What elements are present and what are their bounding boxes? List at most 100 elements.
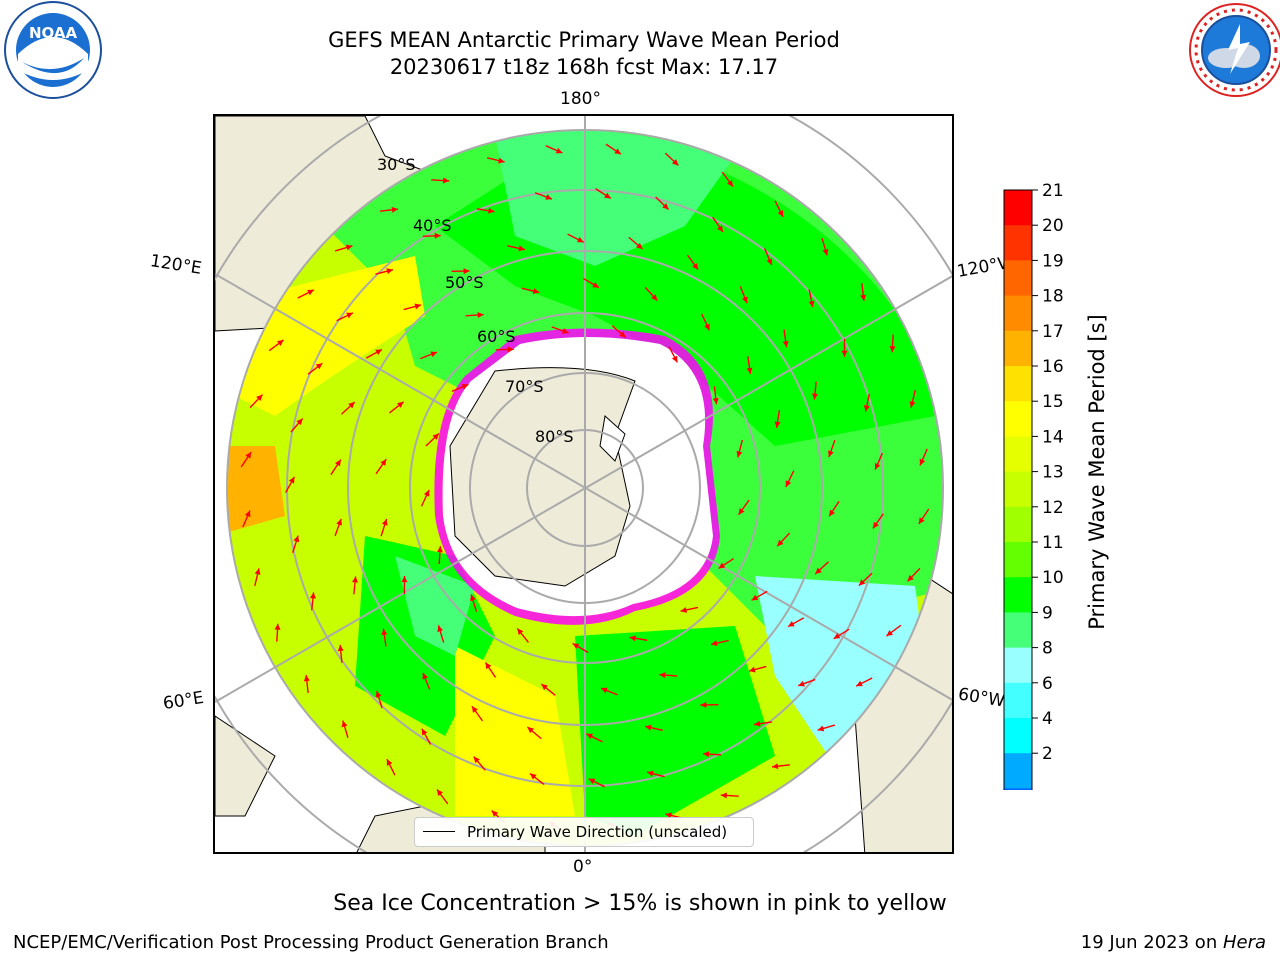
wave-arrow-head: [244, 510, 251, 518]
wave-arrow-head: [517, 628, 524, 635]
colorbar-cell: [1004, 788, 1032, 790]
wave-arrow-head: [833, 633, 841, 639]
wave-arrow-head: [276, 339, 284, 346]
colorbar-cell: [1004, 471, 1032, 508]
wave-arrow-head: [748, 666, 756, 673]
wave-arrow-head: [841, 350, 848, 357]
colorbar-cell: [1004, 295, 1032, 332]
wave-arrow-head: [777, 539, 784, 547]
wave-arrow-head: [576, 236, 584, 243]
wave-arrow-head: [700, 701, 707, 708]
lon-label-180: 180°: [560, 89, 601, 109]
wave-arrow-head: [375, 349, 382, 355]
map-legend: Primary Wave Direction (unscaled): [414, 817, 754, 847]
wave-arrow-head: [436, 789, 443, 797]
wave-arrow-head: [766, 258, 773, 266]
footer-credit: NCEP/EMC/Verification Post Processing Pr…: [13, 932, 609, 953]
wave-arrow-head: [432, 433, 439, 440]
wave-arrow-head: [774, 421, 781, 428]
colorbar-cell: [1004, 718, 1032, 754]
wave-arrow-head: [680, 607, 687, 613]
wave-arrow-head: [386, 268, 393, 275]
colorbar-outline: [1003, 189, 1033, 790]
wave-arrow-head: [375, 690, 382, 698]
colorbar-cell: [1004, 366, 1032, 402]
wave-arrow-head: [858, 579, 866, 586]
wave-arrow-head: [293, 535, 300, 543]
colorbar-tick-label: 4: [1042, 709, 1053, 729]
wave-arrow-head: [485, 662, 492, 670]
wave-arrow-head: [309, 592, 316, 599]
colorbar-tick-label: 13: [1042, 463, 1064, 483]
colorbar-cells: [1003, 189, 1033, 790]
legend-line-icon: [423, 831, 455, 832]
wave-arrow-head: [808, 300, 815, 308]
wave-arrow-head: [886, 630, 894, 637]
wave-arrow-head: [532, 288, 540, 294]
wave-arrow-head: [545, 194, 552, 200]
wave-arrow-head: [423, 489, 430, 497]
colorbar-tick-label: 9: [1042, 603, 1053, 623]
wave-arrow-head: [586, 733, 594, 740]
wave-arrow-head: [785, 480, 792, 487]
chart-subtitle: 20230617 t18z 168h fcst Max: 17.17: [389, 55, 779, 79]
wave-arrow-head: [461, 383, 469, 390]
wave-arrow-head: [245, 452, 252, 459]
wave-arrow-head: [662, 203, 669, 210]
wave-arrow-head: [477, 311, 484, 318]
wave-arrow-head: [788, 621, 795, 627]
colorbar-cell: [1004, 401, 1032, 437]
wave-arrow-head: [651, 294, 658, 301]
colorbar-cell: [1004, 506, 1032, 543]
wave-arrow-head: [741, 296, 748, 304]
wave-arrow-head: [296, 418, 303, 426]
wave-arrow-head: [341, 720, 348, 728]
colorbar-tick-label: 17: [1042, 322, 1064, 342]
wave-arrow-head: [473, 756, 480, 764]
colorbar-tick-label: 15: [1042, 392, 1064, 412]
wave-arrow-head: [391, 206, 398, 213]
wave-arrow-head: [436, 546, 443, 553]
wave-arrow-head: [527, 726, 534, 734]
wave-arrow-head: [754, 720, 761, 727]
wave-arrow-head: [254, 568, 261, 575]
wave-arrow-head: [738, 508, 745, 515]
colorbar-cell: [1004, 647, 1032, 684]
wave-arrow-head: [345, 244, 353, 251]
wave-arrow-head: [711, 640, 718, 647]
footer-date-text: 19 Jun 2023 on: [1080, 932, 1223, 953]
wave-arrow-head: [918, 517, 925, 524]
wave-arrow-head: [919, 458, 926, 466]
antarctica: [434, 328, 720, 625]
wave-arrow-head: [488, 207, 495, 214]
wave-arrow-head: [335, 459, 341, 467]
colorbar-tick-label: 6: [1042, 674, 1053, 694]
noaa-logo-icon: NOAA: [4, 1, 102, 99]
wave-arrow-head: [777, 210, 784, 217]
colorbar: 21 20 19 18 17 16 15 14 13 12 11 10 9 8 6 4 2: [1003, 181, 1064, 790]
wave-arrow-head: [829, 509, 835, 517]
wave-arrow-head: [692, 263, 699, 270]
colorbar-cell: [1004, 612, 1032, 649]
wave-arrow-head: [860, 294, 867, 301]
wave-arrow-head: [337, 644, 344, 652]
wave-arrow-head: [274, 623, 281, 630]
colorbar-tick-label: 2: [1042, 744, 1053, 764]
wave-arrow-head: [303, 675, 310, 682]
polar-map-canvas: 30°S 40°S 50°S 60°S 70°S 80°S: [215, 116, 952, 852]
wave-arrow-head: [414, 303, 422, 310]
wave-arrow-head: [443, 177, 450, 184]
colorbar-tick-label: 11: [1042, 533, 1064, 553]
wave-arrow-head: [307, 289, 314, 296]
wave-arrow-head: [717, 225, 723, 233]
wave-arrow-head: [437, 625, 444, 632]
wave-arrow-head: [381, 518, 388, 526]
national-weather-service-logo-icon: [1189, 3, 1280, 97]
wave-arrow-head: [352, 576, 359, 583]
wave-arrow-head: [811, 393, 818, 400]
colorbar-cell: [1004, 542, 1032, 578]
wave-arrow-head: [671, 159, 679, 166]
lon-label-0: 0°: [573, 857, 593, 877]
wave-arrow-head: [636, 242, 643, 250]
sea-ice-caption: Sea Ice Concentration > 15% is shown in …: [333, 891, 947, 916]
